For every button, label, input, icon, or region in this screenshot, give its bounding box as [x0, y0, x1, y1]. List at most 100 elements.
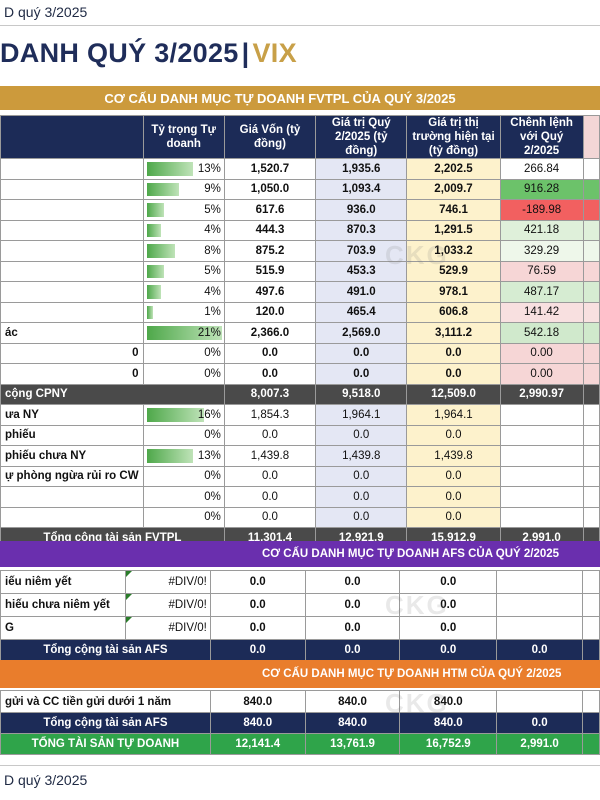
cost-value: 2,366.0 [223, 322, 317, 344]
difference-value: -189.98 [499, 199, 584, 221]
weight-value: 13% [197, 162, 221, 175]
htm-banner-title: CƠ CẤU DANH MỤC TỰ DOANH HTM CỦA QUÝ 2/2… [262, 668, 562, 680]
weight-value: 8% [204, 244, 221, 257]
weight-cell: 13% [142, 158, 225, 180]
weight-value: #DIV/0! [168, 622, 207, 634]
top-caption: D quý 3/2025 [4, 4, 88, 20]
grand-total-cost: 12,141.4 [209, 732, 306, 755]
row-label: 0 [0, 342, 144, 364]
row-label: gửi và CC tiền gửi dưới 1 năm [0, 690, 211, 713]
weight-bar [146, 264, 165, 278]
weight-bar [146, 408, 204, 422]
q2-value: 1,935.6 [315, 158, 408, 180]
weight-value: 0% [204, 429, 221, 442]
fvtpl-table: Tỷ trọng Tự doanh Giá Vốn (tỷ đồng) Giá tr… [0, 115, 600, 549]
row-label: 0 [0, 363, 144, 385]
q2-value: 453.3 [315, 260, 408, 282]
row-label: ưa NY [0, 404, 144, 426]
difference-value: 141.42 [499, 301, 584, 323]
difference-value: 0.00 [499, 342, 584, 364]
table-row: hiếu chưa niêm yết #DIV/0! 0.0 0.0 0.0 [0, 593, 600, 617]
table-row: 0% 0.0 0.0 0.0 [0, 486, 600, 508]
market-value: 0.0 [406, 363, 501, 385]
grand-total-difference: 2,991.0 [496, 732, 584, 755]
q2-value: 0.0 [304, 593, 401, 617]
market-value: 2,202.5 [406, 158, 501, 180]
htm-total-row: Tổng cộng tài sản AFS 840.0 840.0 840.0 0.0 [0, 712, 600, 734]
weight-cell: 13% [142, 445, 225, 467]
market-value: 0.0 [406, 342, 501, 364]
extra-cell [582, 506, 600, 528]
cost-value: 0.0 [209, 593, 306, 617]
cost-value: 515.9 [223, 260, 317, 282]
extra-cell [582, 486, 600, 508]
table-row: 4% 497.6 491.0 978.1 487.17 [0, 281, 600, 303]
cost-value: 0.0 [223, 342, 317, 364]
cost-value: 444.3 [223, 219, 317, 241]
row-label: ự phòng ngừa rủi ro CW [0, 465, 144, 487]
table-row: phiếu 0% 0.0 0.0 0.0 [0, 424, 600, 446]
weight-value: 5% [204, 203, 221, 216]
market-value: 840.0 [399, 690, 498, 713]
row-label: phiếu [0, 424, 144, 446]
cost-value: 617.6 [223, 199, 317, 221]
row-label [0, 506, 144, 528]
column-header: Tỷ trọng Tự doanh [142, 115, 225, 159]
row-label: G [0, 616, 126, 640]
q2-value: 0.0 [315, 465, 408, 487]
weight-cell: 4% [142, 281, 225, 303]
q2-value: 1,964.1 [315, 404, 408, 426]
cost-value: 0.0 [223, 486, 317, 508]
cost-value: 0.0 [223, 506, 317, 528]
bottom-divider [0, 765, 600, 766]
weight-value: 9% [204, 183, 221, 196]
weight-bar [146, 162, 193, 176]
cost-value: 0.0 [223, 424, 317, 446]
total-cost: 840.0 [209, 712, 306, 734]
weight-value: 13% [197, 449, 221, 462]
market-value: 746.1 [406, 199, 501, 221]
column-header: Giá trị thị trường hiện tại (tỷ đồng) [406, 115, 501, 159]
total-label: Tổng cộng tài sản AFS [0, 712, 211, 734]
weight-value: 0% [204, 347, 221, 360]
table-row: 0% 0.0 0.0 0.0 [0, 506, 600, 528]
row-label [0, 199, 144, 221]
weight-value: 0% [204, 511, 221, 524]
subtotal-extra [582, 383, 600, 405]
table-row: 5% 617.6 936.0 746.1 -189.98 [0, 199, 600, 221]
extra-cell [582, 465, 600, 487]
weight-value: 4% [204, 224, 221, 237]
difference-value: 329.29 [499, 240, 584, 262]
row-label [0, 240, 144, 262]
weight-cell: #DIV/0! [124, 593, 211, 617]
total-cost: 0.0 [209, 639, 306, 661]
table-row: 8% 875.2 703.9 1,033.2 329.29 [0, 240, 600, 262]
q2-value: 0.0 [315, 486, 408, 508]
market-value: 529.9 [406, 260, 501, 282]
error-flag-icon [126, 617, 132, 623]
market-value: 3,111.2 [406, 322, 501, 344]
weight-value: 16% [197, 408, 221, 421]
column-header: Giá trị Quý 2/2025 (tỷ đồng) [315, 115, 408, 159]
title-text: DANH QUÝ 3/2025 [0, 38, 239, 68]
total-q2: 840.0 [304, 712, 401, 734]
row-label [0, 178, 144, 200]
weight-cell: 0% [142, 506, 225, 528]
extra-cell [582, 322, 600, 344]
q2-value: 1,093.4 [315, 178, 408, 200]
grand-total-label: TỔNG TÀI SẢN TỰ DOANH [0, 732, 211, 755]
market-value: 0.0 [399, 570, 498, 594]
subtotal-market: 12,509.0 [406, 383, 501, 405]
afs-total-row: Tổng cộng tài sản AFS 0.0 0.0 0.0 0.0 [0, 639, 600, 661]
subtotal-cost: 8,007.3 [223, 383, 317, 405]
subtotal-difference: 2,990.97 [499, 383, 584, 405]
extra-cell [582, 342, 600, 364]
htm-table: gửi và CC tiền gửi dưới 1 năm 840.0 840.0 8… [0, 690, 600, 755]
weight-cell: 5% [142, 199, 225, 221]
weight-bar [146, 326, 222, 340]
weight-cell: 0% [142, 465, 225, 487]
weight-value: 0% [204, 367, 221, 380]
difference-value: 916.28 [499, 178, 584, 200]
cost-value: 1,854.3 [223, 404, 317, 426]
extra-cell [582, 178, 600, 200]
